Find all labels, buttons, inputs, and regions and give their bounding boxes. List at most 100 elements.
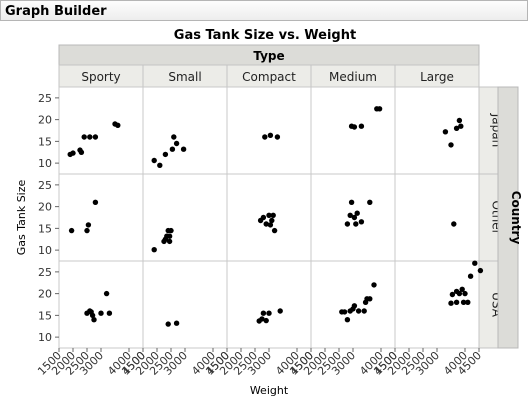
data-point	[269, 217, 275, 224]
data-point	[173, 320, 180, 326]
data-point	[367, 296, 373, 302]
data-point	[70, 150, 76, 156]
data-point	[78, 149, 85, 155]
data-point	[376, 106, 383, 112]
data-point	[267, 222, 274, 228]
plot-panel	[142, 173, 228, 262]
data-point	[453, 288, 460, 295]
data-point	[453, 125, 460, 131]
data-point	[354, 210, 360, 216]
country-group-header	[497, 86, 519, 349]
plot-panel	[142, 86, 228, 175]
plot-panel	[58, 86, 144, 175]
column-header-label: Small	[168, 70, 201, 84]
data-point	[448, 300, 454, 306]
column-header-label: Sporty	[81, 70, 120, 84]
data-point	[98, 310, 104, 316]
data-point	[344, 221, 351, 227]
column-header-label: Large	[420, 70, 454, 84]
data-point	[84, 227, 90, 234]
y-tick-label: 20	[38, 201, 52, 214]
data-point	[157, 162, 163, 168]
data-point	[87, 134, 93, 140]
plot-panel	[58, 260, 144, 349]
data-point	[151, 157, 157, 164]
type-group-label: Type	[253, 49, 284, 63]
data-point	[259, 316, 265, 322]
plot-panel	[226, 260, 312, 349]
y-tick-label: 25	[38, 179, 52, 192]
data-point	[449, 291, 456, 298]
column-header-label: Compact	[242, 70, 296, 84]
data-point	[106, 310, 113, 316]
graph-builder-chart: Gas Tank Size vs. Weight Type Sporty Small…	[15, 28, 523, 397]
data-point	[81, 134, 87, 140]
data-point	[91, 317, 97, 323]
data-point	[453, 299, 460, 305]
data-point	[162, 151, 169, 158]
data-point	[472, 260, 478, 266]
data-point	[168, 227, 174, 234]
plot-panel	[310, 86, 396, 175]
data-point	[270, 212, 276, 218]
data-point	[166, 233, 173, 239]
data-point	[68, 227, 75, 234]
data-point	[263, 221, 269, 227]
data-point	[355, 308, 362, 314]
column-header-label: Medium	[329, 70, 377, 84]
data-point	[451, 221, 457, 227]
data-point	[260, 214, 267, 221]
data-point	[448, 142, 454, 148]
data-point	[351, 214, 358, 221]
data-point	[465, 299, 471, 305]
y-tick-label: 15	[38, 222, 52, 235]
window-title: Graph Builder	[5, 4, 107, 19]
data-point	[115, 122, 121, 128]
data-point	[460, 299, 467, 305]
data-point	[467, 273, 474, 279]
x-axis-title: Weight	[250, 384, 289, 397]
country-group-label: Country	[509, 191, 523, 245]
data-point	[341, 309, 348, 315]
data-point	[266, 212, 272, 218]
data-point	[277, 308, 283, 314]
y-tick-label: 25	[38, 92, 52, 105]
data-point	[351, 303, 358, 309]
data-point	[358, 219, 365, 225]
data-point	[151, 247, 157, 253]
data-point	[262, 134, 268, 140]
data-point	[351, 124, 358, 130]
data-point	[274, 134, 281, 140]
plot-panel	[394, 86, 480, 175]
data-point	[477, 267, 484, 274]
data-point	[266, 310, 272, 316]
data-point	[92, 199, 99, 205]
data-point	[367, 199, 373, 205]
data-point	[462, 290, 468, 297]
data-point	[348, 199, 355, 205]
y-axis-title: Gas Tank Size	[15, 179, 28, 255]
data-point	[85, 222, 92, 228]
data-point	[88, 309, 94, 315]
y-tick-label: 10	[38, 244, 52, 257]
y-tick-label: 25	[38, 266, 52, 279]
y-tick-label: 10	[38, 157, 52, 170]
data-point	[103, 290, 110, 297]
data-point	[459, 286, 465, 292]
data-point	[92, 134, 99, 140]
data-point	[361, 308, 367, 314]
window-title-bar: Graph Builder	[0, 0, 528, 21]
plot-panel	[58, 173, 144, 262]
data-point	[347, 212, 353, 218]
y-tick-label: 10	[38, 331, 52, 344]
data-point	[260, 310, 267, 316]
plot-panel	[394, 173, 480, 262]
plot-panel	[142, 260, 228, 349]
y-tick-label: 15	[38, 135, 52, 148]
data-point	[166, 238, 173, 245]
data-point	[344, 317, 351, 323]
data-point	[180, 146, 187, 152]
data-point	[442, 129, 449, 135]
y-tick-label: 15	[38, 309, 52, 322]
data-point	[267, 132, 274, 138]
